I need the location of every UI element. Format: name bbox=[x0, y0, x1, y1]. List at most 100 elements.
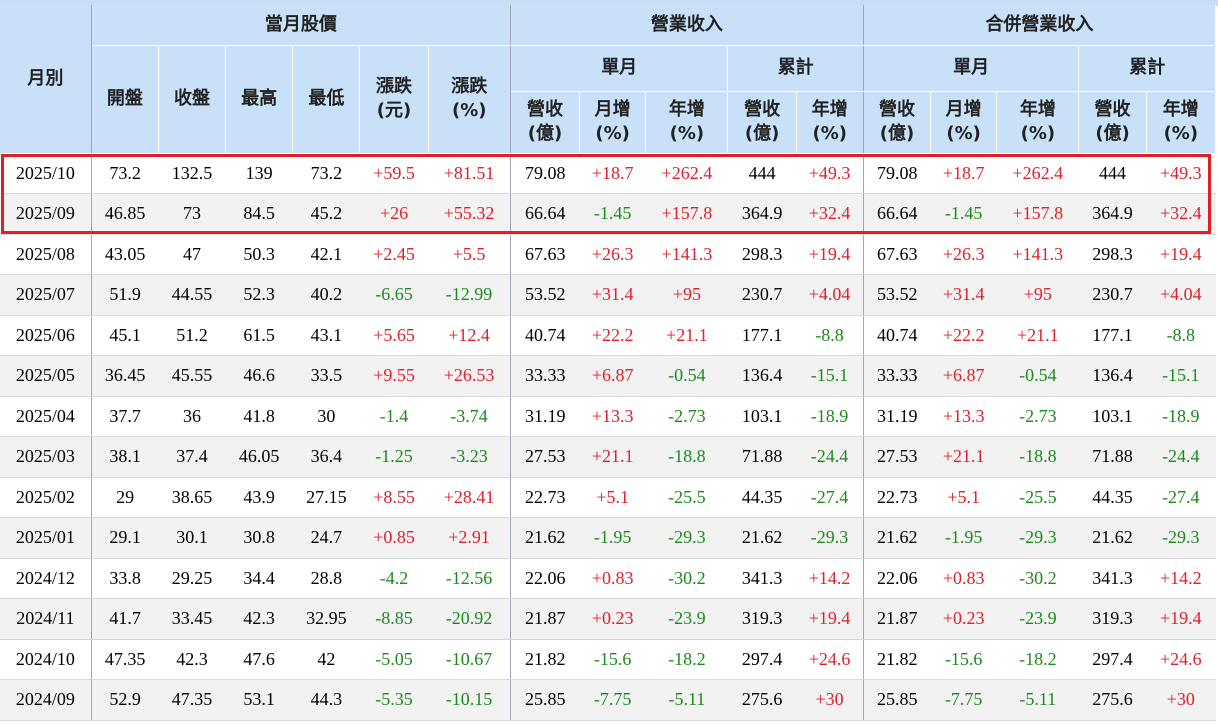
value-cell: 40.74 bbox=[510, 315, 580, 356]
value-cell: -1.95 bbox=[579, 517, 646, 559]
value-cell: -29.3 bbox=[796, 517, 864, 559]
value-cell: +26 bbox=[359, 193, 429, 235]
value-cell: +30 bbox=[1146, 679, 1216, 721]
value-cell: 230.7 bbox=[727, 274, 797, 316]
month-cell: 2025/01 bbox=[0, 517, 92, 559]
value-cell: 319.3 bbox=[1078, 598, 1147, 640]
value-cell: 21.62 bbox=[863, 517, 931, 559]
value-cell: 297.4 bbox=[1078, 639, 1147, 680]
header-high: 最高 bbox=[225, 45, 294, 154]
value-cell: -20.92 bbox=[428, 598, 511, 640]
value-cell: +157.8 bbox=[996, 193, 1079, 235]
value-cell: 46.6 bbox=[225, 355, 293, 397]
value-cell: +13.3 bbox=[579, 396, 646, 437]
value-cell: 25.85 bbox=[510, 679, 580, 721]
table-row: 2025/03 38.1 37.4 46.05 36.4 -1.25 -3.23 27.53 +… bbox=[0, 436, 1216, 478]
value-cell: 21.62 bbox=[727, 517, 797, 559]
value-cell: +55.32 bbox=[428, 193, 511, 235]
value-cell: 61.5 bbox=[225, 315, 293, 356]
value-cell: 38.65 bbox=[158, 477, 226, 518]
value-cell: 73.2 bbox=[292, 153, 360, 194]
value-cell: +141.3 bbox=[996, 234, 1079, 275]
header-con-single-mom: 月增 (%) bbox=[930, 91, 998, 154]
value-cell: 139 bbox=[225, 153, 293, 194]
value-cell: 66.64 bbox=[510, 193, 580, 235]
month-cell: 2024/09 bbox=[0, 679, 92, 721]
value-cell: 47 bbox=[158, 234, 226, 275]
value-cell: 46.85 bbox=[91, 193, 159, 235]
table-row: 2024/12 33.8 29.25 34.4 28.8 -4.2 -12.56 22.06 +… bbox=[0, 558, 1216, 599]
value-cell: +18.7 bbox=[930, 153, 997, 194]
top-bar bbox=[0, 0, 1218, 6]
value-cell: +22.2 bbox=[930, 315, 997, 356]
value-cell: +81.51 bbox=[428, 153, 511, 194]
value-cell: 42.3 bbox=[158, 639, 226, 680]
value-cell: 42.3 bbox=[225, 598, 293, 640]
value-cell: 30.8 bbox=[225, 517, 293, 559]
value-cell: -18.2 bbox=[996, 639, 1079, 680]
value-cell: 42.1 bbox=[292, 234, 360, 275]
value-cell: +9.55 bbox=[359, 355, 429, 397]
table-row: 2025/02 29 38.65 43.9 27.15 +8.55 +28.41 22.73 +… bbox=[0, 477, 1216, 518]
value-cell: +21.1 bbox=[996, 315, 1079, 356]
value-cell: -18.8 bbox=[996, 436, 1079, 478]
value-cell: +19.4 bbox=[796, 234, 864, 275]
value-cell: +2.91 bbox=[428, 517, 511, 559]
header-stock-price: 當月股價 bbox=[91, 5, 511, 46]
value-cell: +5.1 bbox=[579, 477, 646, 518]
value-cell: 275.6 bbox=[1078, 679, 1147, 721]
value-cell: +26.3 bbox=[579, 234, 646, 275]
value-cell: 43.1 bbox=[292, 315, 360, 356]
value-cell: -23.9 bbox=[996, 598, 1079, 640]
value-cell: 364.9 bbox=[1078, 193, 1147, 235]
value-cell: 21.82 bbox=[863, 639, 931, 680]
value-cell: +14.2 bbox=[796, 558, 864, 599]
value-cell: +0.83 bbox=[930, 558, 997, 599]
value-cell: 44.35 bbox=[1078, 477, 1147, 518]
value-cell: 444 bbox=[1078, 153, 1147, 194]
value-cell: 21.62 bbox=[1078, 517, 1147, 559]
value-cell: +18.7 bbox=[579, 153, 646, 194]
value-cell: 37.7 bbox=[91, 396, 159, 437]
value-cell: 66.64 bbox=[863, 193, 931, 235]
value-cell: 40.2 bbox=[292, 274, 360, 316]
value-cell: 28.8 bbox=[292, 558, 360, 599]
value-cell: +95 bbox=[996, 274, 1079, 316]
value-cell: 67.63 bbox=[510, 234, 580, 275]
month-cell: 2025/02 bbox=[0, 477, 92, 518]
header-con-cum-revenue: 營收 (億) bbox=[1078, 91, 1147, 154]
value-cell: -7.75 bbox=[579, 679, 646, 721]
value-cell: 71.88 bbox=[1078, 436, 1147, 478]
month-cell: 2025/09 bbox=[0, 193, 92, 235]
header-open: 開盤 bbox=[91, 45, 159, 154]
value-cell: 24.7 bbox=[292, 517, 360, 559]
value-cell: 40.74 bbox=[863, 315, 931, 356]
value-cell: 31.19 bbox=[863, 396, 931, 437]
value-cell: +0.85 bbox=[359, 517, 429, 559]
header-low: 最低 bbox=[292, 45, 361, 154]
value-cell: 27.53 bbox=[863, 436, 931, 478]
value-cell: -3.74 bbox=[428, 396, 511, 437]
value-cell: 43.9 bbox=[225, 477, 293, 518]
value-cell: -4.2 bbox=[359, 558, 429, 599]
value-cell: 22.06 bbox=[510, 558, 580, 599]
month-cell: 2025/08 bbox=[0, 234, 92, 275]
value-cell: 33.33 bbox=[510, 355, 580, 397]
value-cell: +4.04 bbox=[1146, 274, 1216, 316]
value-cell: +30 bbox=[796, 679, 864, 721]
value-cell: 45.1 bbox=[91, 315, 159, 356]
table-row: 2025/05 36.45 45.55 46.6 33.5 +9.55 +26.53 33.3… bbox=[0, 355, 1216, 397]
header-con-single-yoy: 年增 (%) bbox=[996, 91, 1080, 154]
value-cell: +32.4 bbox=[1146, 193, 1216, 235]
value-cell: 71.88 bbox=[727, 436, 797, 478]
value-cell: 33.5 bbox=[292, 355, 360, 397]
value-cell: 50.3 bbox=[225, 234, 293, 275]
month-cell: 2025/07 bbox=[0, 274, 92, 316]
table-row: 2024/09 52.9 47.35 53.1 44.3 -5.35 -10.15 25.85… bbox=[0, 679, 1216, 721]
table-row: 2025/08 43.05 47 50.3 42.1 +2.45 +5.5 67.63 +26.… bbox=[0, 234, 1216, 275]
value-cell: +21.1 bbox=[579, 436, 646, 478]
value-cell: -8.8 bbox=[1146, 315, 1216, 356]
value-cell: 44.35 bbox=[727, 477, 797, 518]
value-cell: 47.35 bbox=[158, 679, 226, 721]
table-row: 2025/06 45.1 51.2 61.5 43.1 +5.65 +12.4 40.74 +2… bbox=[0, 315, 1216, 356]
